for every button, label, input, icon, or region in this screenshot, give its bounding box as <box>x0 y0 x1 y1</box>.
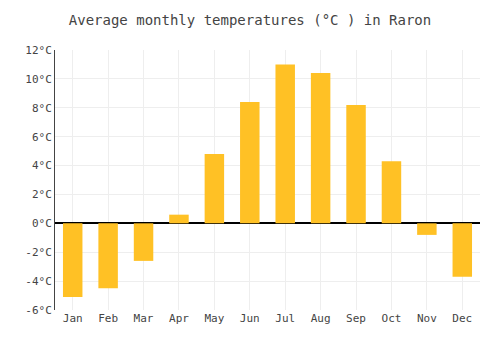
svg-text:Dec: Dec <box>452 312 472 325</box>
svg-text:0°C: 0°C <box>32 217 52 230</box>
svg-text:May: May <box>204 312 224 325</box>
svg-text:-2°C: -2°C <box>25 246 52 259</box>
svg-text:2°C: 2°C <box>32 188 52 201</box>
svg-text:-4°C: -4°C <box>25 275 52 288</box>
svg-text:Jun: Jun <box>240 312 260 325</box>
svg-text:Jul: Jul <box>275 312 295 325</box>
svg-text:Mar: Mar <box>134 312 154 325</box>
svg-text:Average monthly temperatures (: Average monthly temperatures (°C ) in Ra… <box>69 12 431 28</box>
svg-text:Feb: Feb <box>98 312 118 325</box>
svg-text:4°C: 4°C <box>32 159 52 172</box>
svg-text:Oct: Oct <box>382 312 402 325</box>
svg-text:Apr: Apr <box>169 312 189 325</box>
svg-text:Aug: Aug <box>311 312 331 325</box>
svg-text:Sep: Sep <box>346 312 366 325</box>
svg-text:-6°C: -6°C <box>25 304 52 317</box>
svg-text:6°C: 6°C <box>32 131 52 144</box>
svg-text:12°C: 12°C <box>25 44 52 57</box>
svg-text:Jan: Jan <box>63 312 83 325</box>
svg-text:Nov: Nov <box>417 312 437 325</box>
svg-text:8°C: 8°C <box>32 102 52 115</box>
svg-text:10°C: 10°C <box>25 73 52 86</box>
